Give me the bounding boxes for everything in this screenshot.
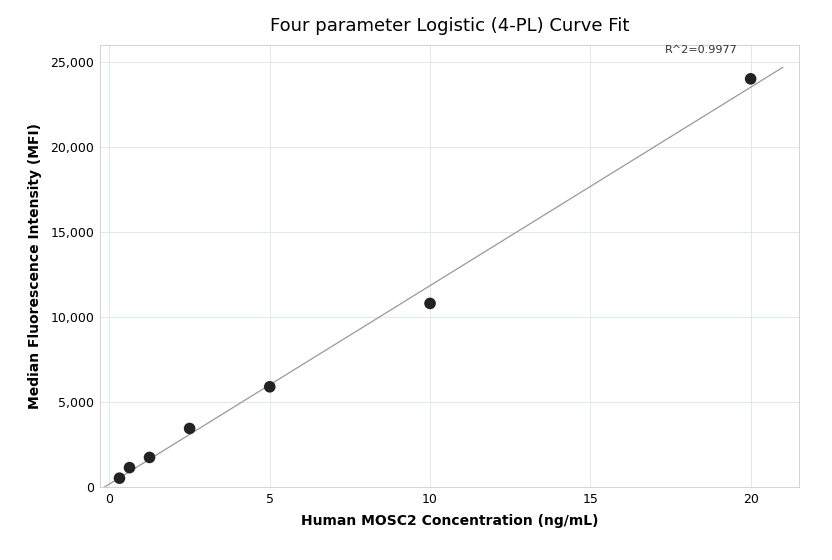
Point [113,474,126,483]
Point [744,74,757,83]
Title: Four parameter Logistic (4-PL) Curve Fit: Four parameter Logistic (4-PL) Curve Fit [270,17,629,35]
Point [123,463,136,472]
Text: R^2=0.9977: R^2=0.9977 [665,45,738,55]
Point [143,453,156,462]
Point [423,299,437,308]
Y-axis label: Median Fluorescence Intensity (MFI): Median Fluorescence Intensity (MFI) [28,123,42,409]
X-axis label: Human MOSC2 Concentration (ng/mL): Human MOSC2 Concentration (ng/mL) [300,514,598,528]
Point [183,424,196,433]
Point [263,382,276,391]
